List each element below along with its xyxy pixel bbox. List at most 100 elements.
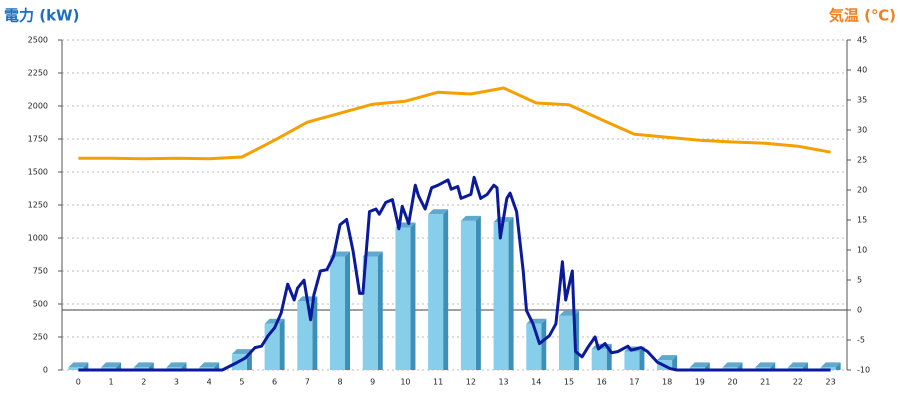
bar-top (362, 251, 383, 257)
bar-top (657, 355, 678, 361)
bar-side (279, 318, 285, 370)
line (78, 175, 831, 372)
bar-side (443, 209, 449, 370)
y2-tick-label: 30 (857, 126, 867, 135)
bar-side (148, 362, 154, 370)
bar-side (835, 362, 841, 370)
y-tick-label: 1750 (28, 135, 48, 144)
x-tick-label: 2 (141, 378, 146, 387)
bar (460, 215, 481, 370)
bar (395, 222, 416, 370)
y-tick-label: 1250 (28, 201, 48, 210)
bar-front (558, 315, 574, 370)
y2-tick-label: 45 (857, 36, 867, 45)
bar (526, 318, 547, 370)
x-tick-label: 23 (826, 378, 836, 387)
x-tick-label: 6 (272, 378, 277, 387)
y2-tick-label: 35 (857, 96, 867, 105)
bar-side (345, 251, 351, 370)
y2-tick-label: 5 (857, 276, 862, 285)
bar-side (83, 362, 89, 370)
x-tick-label: 21 (760, 378, 770, 387)
x-tick-label: 7 (305, 378, 310, 387)
y2-tick-label: -5 (857, 336, 865, 345)
y-tick-label: 0 (43, 366, 48, 375)
bar-top (101, 362, 122, 368)
bar-top (755, 362, 776, 368)
bar-side (737, 362, 743, 370)
y-axis-title: 電力 (kW) (4, 7, 79, 25)
bar-top (460, 215, 481, 221)
x-tick-label: 5 (239, 378, 244, 387)
y2-tick-label: 0 (857, 306, 862, 315)
bar-side (377, 251, 383, 370)
x-tick-label: 12 (466, 378, 476, 387)
x-tick-label: 9 (370, 378, 375, 387)
y-tick-label: 250 (33, 333, 48, 342)
bar (493, 217, 514, 370)
x-tick-label: 15 (564, 378, 574, 387)
x-tick-label: 17 (629, 378, 639, 387)
y-tick-label: 2000 (28, 102, 48, 111)
bar-front (591, 348, 607, 370)
bar-front (362, 256, 378, 370)
y-tick-label: 500 (33, 300, 48, 309)
y2-tick-label: -10 (857, 366, 870, 375)
x-tick-label: 18 (662, 378, 672, 387)
x-tick-label: 4 (207, 378, 212, 387)
bar-side (508, 217, 514, 370)
x-tick-label: 16 (597, 378, 607, 387)
bar (297, 296, 318, 370)
bar-side (116, 362, 122, 370)
bar-top (133, 362, 154, 368)
bar-side (704, 362, 710, 370)
bar-side (410, 222, 416, 370)
bar-side (312, 296, 318, 370)
y2-tick-label: 10 (857, 246, 867, 255)
bar-side (541, 318, 547, 370)
x-tick-label: 20 (727, 378, 737, 387)
y-tick-label: 2500 (28, 36, 48, 45)
bar-top (787, 362, 808, 368)
y2-tick-label: 20 (857, 186, 867, 195)
x-tick-label: 10 (400, 378, 410, 387)
bar-side (181, 362, 187, 370)
bar-front (624, 351, 640, 370)
bar-top (68, 362, 89, 368)
bar-front (395, 227, 411, 370)
bar-top (820, 362, 841, 368)
bar (68, 362, 89, 370)
bar-top (428, 209, 449, 215)
x-tick-label: 8 (337, 378, 342, 387)
y2-tick-label: 40 (857, 66, 867, 75)
bar (330, 251, 351, 370)
x-tick-label: 1 (109, 378, 114, 387)
x-tick-label: 3 (174, 378, 179, 387)
bar-front (330, 256, 346, 370)
bar-top (722, 362, 743, 368)
y2-tick-label: 25 (857, 156, 867, 165)
x-tick-label: 14 (531, 378, 541, 387)
bar-front (297, 301, 313, 370)
bar-front (493, 222, 509, 370)
bar-top (199, 362, 220, 368)
line (78, 86, 831, 161)
x-tick-label: 13 (498, 378, 508, 387)
bar-side (672, 355, 678, 370)
bar-top (166, 362, 187, 368)
x-tick-label: 22 (793, 378, 803, 387)
bar-side (770, 362, 776, 370)
y2-axis-title: 気温 (℃) (829, 7, 896, 25)
y-tick-label: 750 (33, 267, 48, 276)
bar-side (639, 346, 645, 370)
x-tick-label: 0 (76, 378, 81, 387)
bar-front (428, 214, 444, 370)
x-tick-label: 11 (433, 378, 443, 387)
bar-front (68, 367, 84, 370)
bar (362, 251, 383, 370)
bar-front (460, 220, 476, 370)
bar-side (475, 215, 481, 370)
y-tick-label: 2250 (28, 69, 48, 78)
bar-side (214, 362, 220, 370)
